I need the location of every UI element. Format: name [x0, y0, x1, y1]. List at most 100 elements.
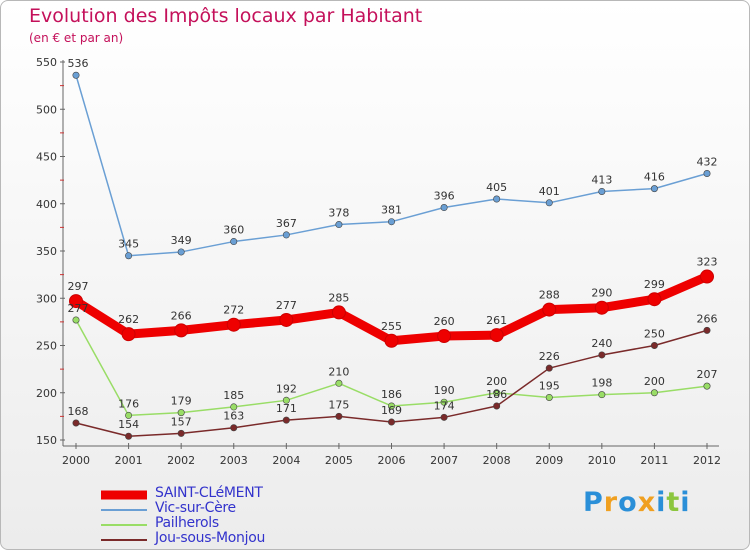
data-label-pailherols: 277 — [68, 302, 89, 315]
data-point-jou-sous-monjou — [545, 364, 553, 372]
data-label-saint-cl-ment: 290 — [591, 287, 612, 300]
data-point-saint-cl-ment — [489, 328, 504, 343]
x-tick-label: 2000 — [62, 454, 90, 467]
data-label-vic-sur-c-re: 345 — [118, 238, 139, 251]
x-tick-label: 2009 — [535, 454, 563, 467]
data-label-jou-sous-monjou: 163 — [223, 410, 244, 423]
data-label-vic-sur-c-re: 396 — [434, 190, 455, 203]
data-point-jou-sous-monjou — [335, 412, 343, 420]
data-label-jou-sous-monjou: 174 — [434, 399, 455, 412]
logo-letter: i — [680, 487, 691, 518]
data-point-jou-sous-monjou — [440, 413, 448, 421]
data-label-pailherols: 195 — [539, 379, 560, 392]
data-label-pailherols: 176 — [118, 397, 139, 410]
data-label-saint-cl-ment: 277 — [276, 299, 297, 312]
data-point-saint-cl-ment — [647, 292, 662, 307]
data-label-vic-sur-c-re: 413 — [591, 173, 612, 186]
x-tick-label: 2005 — [325, 454, 353, 467]
data-label-vic-sur-c-re: 360 — [223, 224, 244, 237]
data-label-pailherols: 179 — [171, 395, 192, 408]
data-label-jou-sous-monjou: 175 — [328, 398, 349, 411]
data-point-vic-sur-c-re — [387, 218, 395, 226]
data-point-saint-cl-ment — [437, 329, 452, 344]
data-point-pailherols — [598, 391, 606, 399]
data-label-vic-sur-c-re: 405 — [486, 181, 507, 194]
data-label-saint-cl-ment: 299 — [644, 278, 665, 291]
data-label-vic-sur-c-re: 378 — [328, 207, 349, 220]
y-tick-label: 450 — [36, 151, 57, 164]
legend-label: SAINT-CLéMENT — [155, 485, 263, 501]
x-tick-label: 2006 — [378, 454, 406, 467]
data-label-saint-cl-ment: 297 — [68, 280, 89, 293]
chart-subtitle: (en € et par an) — [29, 31, 124, 45]
data-point-jou-sous-monjou — [650, 341, 658, 349]
data-point-vic-sur-c-re — [545, 199, 553, 207]
data-label-jou-sous-monjou: 154 — [118, 418, 139, 431]
data-point-vic-sur-c-re — [177, 248, 185, 256]
chart-title: Evolution des Impôts locaux par Habitant — [29, 5, 423, 27]
data-point-pailherols — [177, 409, 185, 417]
data-point-pailherols — [125, 411, 133, 419]
data-point-saint-cl-ment — [594, 300, 609, 315]
data-point-saint-cl-ment — [542, 302, 557, 317]
data-label-jou-sous-monjou: 168 — [68, 405, 89, 418]
y-tick-label: 300 — [36, 292, 57, 305]
legend-label: Pailherols — [155, 515, 219, 531]
data-label-saint-cl-ment: 323 — [697, 256, 718, 269]
x-tick-label: 2011 — [640, 454, 668, 467]
data-label-jou-sous-monjou: 266 — [697, 312, 718, 325]
data-label-saint-cl-ment: 272 — [223, 304, 244, 317]
logo-letter: x — [637, 487, 657, 518]
legend-swatch — [101, 523, 147, 526]
series-line-vic-sur-c-re — [75, 74, 708, 257]
data-label-vic-sur-c-re: 416 — [644, 171, 665, 184]
data-label-saint-cl-ment: 288 — [539, 289, 560, 302]
data-point-jou-sous-monjou — [72, 419, 80, 427]
data-label-jou-sous-monjou: 226 — [539, 350, 560, 363]
data-point-vic-sur-c-re — [650, 185, 658, 193]
data-label-vic-sur-c-re: 536 — [68, 57, 89, 70]
data-point-jou-sous-monjou — [125, 432, 133, 440]
data-point-saint-cl-ment — [384, 333, 399, 348]
data-point-saint-cl-ment — [331, 305, 346, 320]
data-label-jou-sous-monjou: 157 — [171, 415, 192, 428]
data-label-jou-sous-monjou: 186 — [486, 388, 507, 401]
x-tick-label: 2004 — [272, 454, 300, 467]
x-tick-label: 2008 — [483, 454, 511, 467]
data-point-jou-sous-monjou — [387, 418, 395, 426]
data-point-pailherols — [703, 382, 711, 390]
x-tick-label: 2010 — [588, 454, 616, 467]
y-tick-label: 200 — [36, 387, 57, 400]
legend-item-vic-sur-c-re: Vic-sur-Cère — [101, 500, 361, 517]
y-tick-label: 550 — [36, 56, 57, 69]
data-label-saint-cl-ment: 255 — [381, 320, 402, 333]
data-label-saint-cl-ment: 261 — [486, 314, 507, 327]
data-point-jou-sous-monjou — [598, 351, 606, 359]
x-tick-label: 2002 — [167, 454, 195, 467]
data-point-saint-cl-ment — [121, 327, 136, 342]
data-label-saint-cl-ment: 266 — [171, 309, 192, 322]
data-point-vic-sur-c-re — [230, 238, 238, 246]
data-label-pailherols: 207 — [697, 368, 718, 381]
data-label-vic-sur-c-re: 432 — [697, 156, 718, 169]
x-tick-label: 2007 — [430, 454, 458, 467]
legend-label: Jou-sous-Monjou — [155, 530, 266, 546]
data-label-jou-sous-monjou: 171 — [276, 402, 297, 415]
logo-letter: i — [656, 487, 667, 518]
y-tick-label: 150 — [36, 434, 57, 447]
y-tick-label: 400 — [36, 198, 57, 211]
data-point-saint-cl-ment — [69, 294, 83, 309]
data-label-pailherols: 200 — [486, 375, 507, 388]
data-point-jou-sous-monjou — [177, 429, 185, 437]
data-point-pailherols — [282, 396, 290, 404]
data-point-jou-sous-monjou — [230, 424, 238, 432]
data-label-vic-sur-c-re: 367 — [276, 217, 297, 230]
data-point-pailherols — [650, 389, 658, 397]
data-point-pailherols — [493, 389, 501, 397]
data-point-jou-sous-monjou — [282, 416, 290, 424]
data-point-pailherols — [230, 403, 238, 411]
data-label-saint-cl-ment: 260 — [434, 315, 455, 328]
data-point-vic-sur-c-re — [282, 231, 290, 239]
data-point-saint-cl-ment — [700, 269, 714, 284]
